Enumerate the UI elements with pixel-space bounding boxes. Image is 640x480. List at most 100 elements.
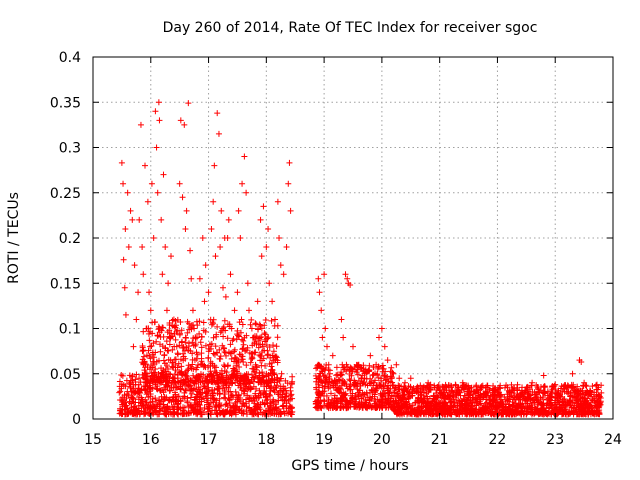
- data-point: [147, 307, 154, 314]
- data-point: [237, 235, 244, 241]
- data-point: [213, 397, 220, 404]
- data-point: [166, 320, 173, 327]
- data-point: [132, 410, 139, 417]
- data-point: [540, 372, 547, 379]
- data-point: [176, 331, 183, 338]
- y-tick-label: 0.2: [59, 231, 81, 247]
- data-point: [176, 180, 183, 187]
- data-point: [202, 262, 209, 269]
- data-point: [267, 379, 274, 386]
- data-point: [182, 387, 189, 394]
- data-point: [178, 363, 185, 370]
- data-point: [169, 404, 176, 411]
- data-point: [227, 375, 234, 382]
- data-point: [261, 330, 268, 337]
- data-point: [187, 247, 194, 254]
- data-point: [172, 336, 179, 343]
- x-tick-label: 24: [604, 432, 622, 448]
- data-point: [229, 371, 236, 378]
- data-point: [197, 371, 204, 378]
- data-point: [238, 382, 245, 389]
- data-point: [378, 325, 385, 332]
- data-point: [178, 339, 185, 346]
- data-point: [240, 400, 247, 407]
- data-point: [199, 235, 206, 241]
- data-point: [137, 121, 144, 128]
- data-point: [189, 356, 196, 363]
- data-point: [241, 402, 248, 409]
- data-point: [216, 355, 223, 362]
- data-point: [275, 397, 282, 404]
- data-point: [166, 387, 173, 394]
- data-point: [258, 333, 265, 340]
- data-point: [116, 383, 123, 390]
- data-point: [197, 407, 204, 414]
- data-point: [169, 322, 176, 329]
- data-point: [119, 394, 126, 401]
- data-point: [220, 324, 227, 331]
- data-point: [229, 379, 236, 386]
- data-point: [192, 377, 199, 384]
- data-point: [239, 321, 246, 328]
- data-point: [276, 235, 283, 241]
- data-point: [199, 361, 206, 368]
- data-point: [221, 379, 228, 386]
- data-point: [165, 347, 172, 354]
- data-point: [191, 406, 198, 413]
- data-point: [205, 384, 212, 391]
- data-point: [593, 381, 600, 388]
- data-point: [118, 159, 125, 166]
- data-point: [318, 307, 325, 314]
- data-point: [195, 384, 202, 391]
- data-point: [156, 325, 163, 332]
- data-point: [242, 396, 249, 403]
- data-point: [150, 354, 157, 361]
- data-point: [254, 298, 261, 305]
- data-point: [274, 198, 281, 205]
- data-point: [129, 394, 136, 401]
- data-point: [174, 350, 181, 357]
- data-point: [205, 378, 212, 385]
- x-tick-label: 22: [489, 432, 507, 448]
- data-point: [215, 130, 222, 137]
- data-point: [199, 411, 206, 418]
- data-point: [156, 117, 163, 124]
- data-point: [213, 364, 220, 371]
- data-point: [201, 383, 208, 390]
- data-point: [142, 385, 149, 392]
- data-point: [146, 366, 153, 373]
- data-point: [177, 379, 184, 386]
- data-point: [165, 280, 172, 287]
- data-point: [327, 390, 334, 397]
- x-tick-label: 21: [431, 432, 449, 448]
- data-point: [262, 362, 269, 369]
- data-point: [227, 271, 234, 278]
- data-point: [209, 373, 216, 380]
- data-point: [175, 393, 182, 400]
- data-point: [159, 396, 166, 403]
- data-point: [196, 330, 203, 337]
- data-point: [272, 354, 279, 361]
- data-point: [147, 343, 154, 350]
- data-point: [158, 216, 165, 223]
- data-point: [142, 378, 149, 385]
- data-point: [280, 402, 287, 409]
- data-point: [207, 368, 214, 375]
- data-point: [278, 394, 285, 401]
- data-point: [174, 406, 181, 413]
- data-point: [181, 410, 188, 417]
- data-point: [155, 99, 162, 106]
- data-point: [142, 405, 149, 412]
- data-point: [162, 377, 169, 384]
- data-point: [329, 352, 336, 359]
- data-point: [155, 326, 162, 333]
- data-point: [157, 387, 164, 394]
- data-point: [135, 396, 142, 403]
- data-point: [143, 379, 150, 386]
- data-point: [122, 311, 129, 318]
- data-point: [316, 289, 323, 296]
- data-point: [130, 343, 137, 350]
- data-point: [166, 341, 173, 348]
- data-point: [158, 365, 165, 372]
- data-point: [160, 401, 167, 408]
